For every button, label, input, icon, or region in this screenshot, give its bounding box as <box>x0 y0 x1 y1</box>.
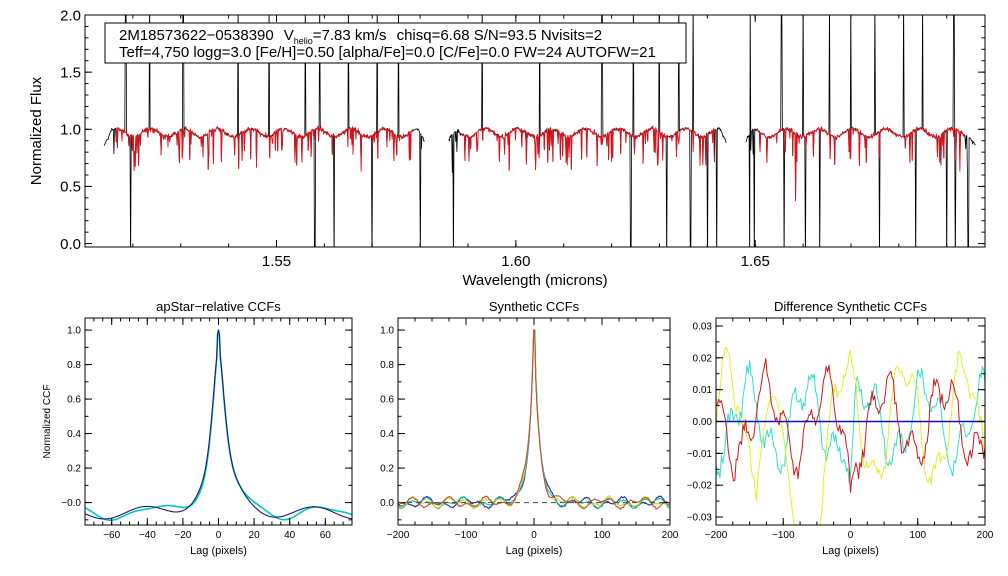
y-tick-label-synthetic-ccf: 0.6 <box>380 395 394 406</box>
y-tick-label-difference-ccf: 0.01 <box>693 385 713 396</box>
y-tick-label-difference-ccf: 0.02 <box>693 353 713 364</box>
x-tick-label-apstar-ccf: −60 <box>103 530 120 541</box>
spectrum-synthetic-chip-2 <box>460 125 715 172</box>
x-tick-label-apstar-ccf: 0 <box>216 530 222 541</box>
x-tick-label-spectrum: 1.55 <box>262 253 291 270</box>
fit-stats: chisq=6.68 S/N=93.5 Nvisits=2 <box>397 27 603 44</box>
x-tick-label-apstar-ccf: 20 <box>249 530 261 541</box>
x-tick-label-synthetic-ccf: −200 <box>387 530 410 541</box>
y-tick-label-synthetic-ccf: 1.0 <box>380 326 394 337</box>
plot-frame-synthetic-ccf <box>397 317 671 526</box>
ccf-line-visit-1 <box>85 329 352 522</box>
spectrum-synthetic-chip-3 <box>757 126 964 202</box>
y-tick-label-apstar-ccf: 0.8 <box>67 360 81 371</box>
x-tick-label-synthetic-ccf: −100 <box>455 530 478 541</box>
plot-frame-apstar-ccf <box>84 317 353 526</box>
x-tick-label-difference-ccf: 200 <box>977 530 994 541</box>
ccf-line-visit-c <box>716 358 985 493</box>
spectrum-synthetic-chip-1 <box>115 125 414 172</box>
y-tick-label-synthetic-ccf: 0.0 <box>380 498 394 509</box>
ccf-line-visit-b <box>716 347 985 525</box>
y-tick-label-spectrum: 0.0 <box>60 236 81 253</box>
x-axis-label-apstar-ccf: Lag (pixels) <box>190 545 247 557</box>
plot-frame-spectrum <box>84 14 986 248</box>
annotation-line-2: Teff=4,750 logg=3.0 [Fe/H]=0.50 [alpha/F… <box>119 44 656 61</box>
annotation-line-1: 2M18573622−0538390 Vhelio=7.83 km/s chisq=… <box>119 27 602 46</box>
ccf-line-combined <box>398 329 670 510</box>
plot-title-difference-ccf: Difference Synthetic CCFs <box>774 299 927 314</box>
vhelio-subscript: helio <box>294 36 313 46</box>
x-axis-label-spectrum: Wavelength (microns) <box>462 272 607 289</box>
y-axis-label-spectrum: Normalized Flux <box>28 76 45 185</box>
y-tick-label-difference-ccf: 0.03 <box>693 321 713 332</box>
y-tick-label-apstar-ccf: 1.0 <box>67 326 81 337</box>
x-tick-label-synthetic-ccf: 200 <box>662 530 679 541</box>
y-tick-label-apstar-ccf: 0.6 <box>67 395 81 406</box>
x-tick-label-synthetic-ccf: 0 <box>531 530 537 541</box>
y-axis-label-apstar-ccf: Normalized CCF <box>42 385 53 459</box>
ccf-line-visit-2 <box>85 329 352 520</box>
x-tick-label-synthetic-ccf: 100 <box>594 530 611 541</box>
y-tick-label-difference-ccf: −0.02 <box>687 481 713 492</box>
y-tick-label-synthetic-ccf: 0.8 <box>380 360 394 371</box>
x-tick-label-apstar-ccf: 60 <box>320 530 332 541</box>
x-tick-label-apstar-ccf: 40 <box>284 530 296 541</box>
x-tick-label-apstar-ccf: −20 <box>174 530 191 541</box>
y-tick-label-difference-ccf: −0.03 <box>687 513 713 524</box>
x-axis-label-synthetic-ccf: Lag (pixels) <box>506 545 563 557</box>
x-tick-label-spectrum: 1.65 <box>741 253 770 270</box>
vhelio-value: =7.83 km/s <box>313 27 387 44</box>
x-tick-label-spectrum: 1.60 <box>501 253 530 270</box>
y-tick-label-spectrum: 0.5 <box>60 179 81 196</box>
x-tick-label-difference-ccf: 0 <box>848 530 854 541</box>
x-tick-label-difference-ccf: 100 <box>909 530 926 541</box>
plot-title-apstar-ccf: apStar−relative CCFs <box>156 299 281 314</box>
ccf-line-visit-a <box>398 329 670 510</box>
y-tick-label-apstar-ccf: 0.2 <box>67 464 81 475</box>
ccf-line-visit-c <box>398 329 670 511</box>
y-tick-label-apstar-ccf: 0.4 <box>67 429 81 440</box>
spectrum-observed-chip-3 <box>745 15 976 247</box>
ccf-line-visit-b <box>398 329 670 510</box>
annotation-box <box>104 22 687 64</box>
y-tick-label-spectrum: 1.0 <box>60 122 81 139</box>
y-tick-label-synthetic-ccf: 0.4 <box>380 429 394 440</box>
x-tick-label-difference-ccf: −200 <box>705 530 728 541</box>
y-tick-label-apstar-ccf: −0.0 <box>61 498 81 509</box>
y-tick-label-difference-ccf: −0.01 <box>687 449 713 460</box>
plot-title-synthetic-ccf: Synthetic CCFs <box>489 299 580 314</box>
x-axis-label-difference-ccf: Lag (pixels) <box>822 545 879 557</box>
x-tick-label-apstar-ccf: −40 <box>139 530 156 541</box>
vhelio-prefix: V <box>284 27 294 44</box>
y-tick-label-difference-ccf: 0.00 <box>693 417 713 428</box>
star-id: 2M18573622−0538390 <box>119 27 274 44</box>
y-tick-label-spectrum: 1.5 <box>60 64 81 81</box>
y-tick-label-spectrum: 2.0 <box>60 7 81 24</box>
x-tick-label-difference-ccf: −100 <box>772 530 795 541</box>
y-tick-label-synthetic-ccf: 0.2 <box>380 464 394 475</box>
